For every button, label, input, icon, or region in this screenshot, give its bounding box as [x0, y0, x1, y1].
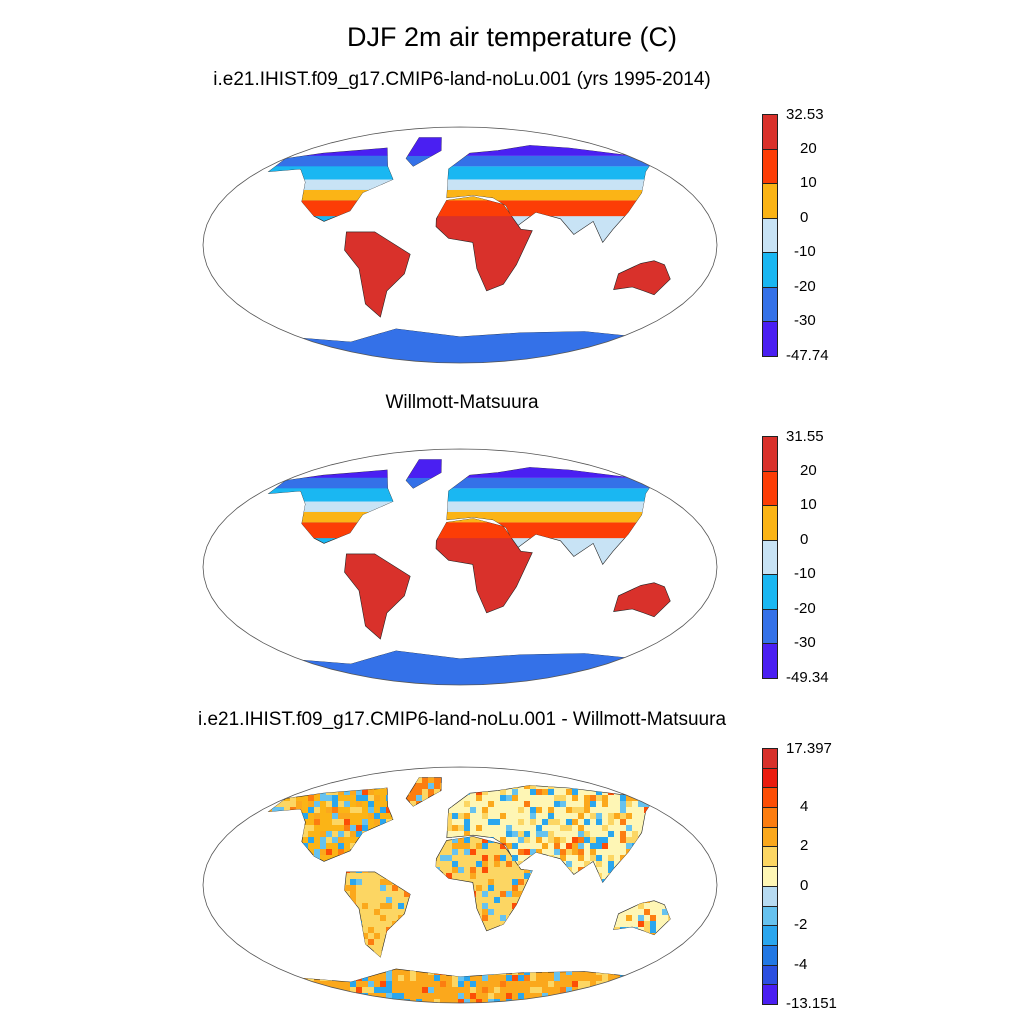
temperature-band	[268, 648, 671, 685]
colorbar-segment	[762, 984, 778, 1005]
colorbar-segment	[762, 748, 778, 769]
panel-1-title: i.e21.IHIST.f09_g17.CMIP6-land-noLu.001 …	[213, 69, 711, 90]
colorbar-segment	[762, 866, 778, 887]
panel-3-map	[200, 765, 720, 1005]
temperature-band	[268, 200, 671, 217]
colorbar-segment	[762, 807, 778, 828]
colorbar-segment	[762, 505, 778, 541]
panel-2-colorbar-min-label: -49.34	[786, 669, 829, 686]
colorbar-tick-label: 20	[800, 139, 817, 157]
colorbar-tick-label: -10	[794, 243, 816, 261]
colorbar-tick-label: 4	[800, 798, 809, 816]
panel-1-colorbar-max-label: 32.53	[786, 106, 824, 123]
land-southAmerica	[344, 231, 411, 318]
panel-1-colorbar	[762, 114, 778, 357]
temperature-band	[268, 459, 671, 478]
temperature-band	[268, 511, 671, 523]
land-australia	[613, 582, 671, 618]
land-southAmerica	[344, 553, 411, 640]
colorbar-segment	[762, 217, 778, 254]
temperature-band	[268, 155, 671, 167]
temperature-band	[268, 179, 671, 190]
colorbar-tick-label: 10	[800, 496, 817, 514]
panel-2-colorbar	[762, 436, 778, 679]
temperature-band	[268, 639, 671, 649]
colorbar-segment	[762, 470, 778, 507]
temperature-band	[268, 477, 671, 489]
panel-3-colorbar-max-label: 17.397	[786, 740, 832, 757]
colorbar-segment	[762, 826, 778, 848]
colorbar-segment	[762, 252, 778, 288]
temperature-band	[268, 488, 671, 502]
colorbar-tick-label: -30	[794, 634, 816, 652]
panel-1-colorbar-min-label: -47.74	[786, 347, 829, 364]
colorbar-segment	[762, 767, 778, 789]
colorbar-segment	[762, 964, 778, 986]
colorbar-tick-label: 0	[800, 530, 809, 548]
colorbar-segment	[762, 608, 778, 645]
colorbar-segment	[762, 925, 778, 946]
panel-2-title: Willmott-Matsuura	[385, 392, 539, 413]
map-boundary	[202, 126, 718, 364]
colorbar-segment	[762, 114, 778, 150]
colorbar-tick-label: 2	[800, 837, 809, 855]
land-africa	[435, 836, 533, 932]
colorbar-segment	[762, 539, 778, 576]
colorbar-segment	[762, 321, 778, 357]
colorbar-segment	[762, 436, 778, 472]
temperature-band	[268, 137, 671, 156]
panel-2-map	[200, 447, 720, 687]
temperature-band	[268, 189, 671, 201]
land-australia	[613, 260, 671, 296]
temperature-band	[268, 166, 671, 180]
colorbar-segment	[762, 183, 778, 219]
colorbar-segment	[762, 905, 778, 927]
colorbar-tick-label: 0	[800, 208, 809, 226]
colorbar-segment	[762, 885, 778, 907]
colorbar-segment	[762, 944, 778, 966]
figure-title: DJF 2m air temperature (C)	[346, 22, 678, 52]
land-africa	[435, 518, 533, 614]
colorbar-tick-label: -20	[794, 277, 816, 295]
panel-1-map	[200, 125, 720, 365]
colorbar-segment	[762, 574, 778, 610]
land-africa	[435, 196, 533, 292]
colorbar-segment	[762, 148, 778, 185]
panel-3-title: i.e21.IHIST.f09_g17.CMIP6-land-noLu.001 …	[197, 709, 727, 730]
colorbar-segment	[762, 846, 778, 868]
colorbar-tick-label: 20	[800, 461, 817, 479]
temperature-band	[268, 317, 671, 327]
colorbar-tick-label: -10	[794, 565, 816, 583]
colorbar-segment	[762, 787, 778, 809]
panel-3-colorbar-min-label: -13.151	[786, 995, 837, 1012]
colorbar-segment	[762, 286, 778, 323]
colorbar-tick-label: -2	[794, 916, 808, 934]
temperature-band	[268, 501, 671, 512]
temperature-band	[268, 326, 671, 363]
map-boundary	[202, 766, 718, 1004]
colorbar-tick-label: 0	[800, 876, 809, 894]
colorbar-tick-label: -20	[794, 599, 816, 617]
panel-3-colorbar	[762, 748, 778, 1005]
colorbar-tick-label: 10	[800, 174, 817, 192]
colorbar-tick-label: -30	[794, 312, 816, 330]
colorbar-segment	[762, 643, 778, 679]
colorbar-tick-label: -4	[794, 955, 808, 973]
panel-2-colorbar-max-label: 31.55	[786, 428, 824, 445]
temperature-band	[268, 522, 671, 539]
map-boundary	[202, 448, 718, 686]
